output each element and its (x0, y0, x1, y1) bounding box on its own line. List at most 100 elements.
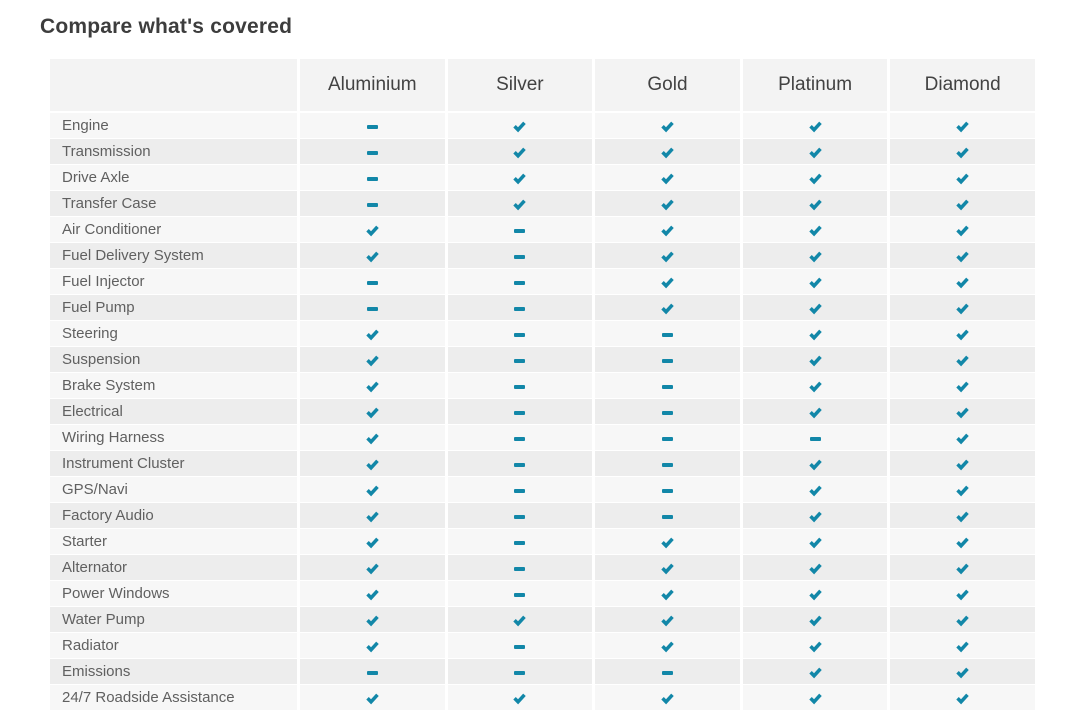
check-icon (366, 225, 379, 237)
coverage-cell-covered (595, 607, 740, 632)
table-row: Transfer Case (50, 191, 1035, 216)
dash-icon (366, 203, 378, 207)
check-icon (513, 121, 527, 133)
check-icon (956, 329, 969, 341)
dash-icon (661, 411, 673, 415)
check-icon (366, 433, 379, 445)
check-icon (956, 121, 969, 133)
check-icon (661, 121, 674, 133)
coverage-cell-covered (890, 555, 1035, 580)
coverage-cell-covered (890, 217, 1035, 242)
table-row: 24/7 Roadside Assistance (50, 685, 1035, 710)
coverage-cell-covered (742, 477, 888, 502)
coverage-cell-covered (890, 243, 1035, 268)
table-body: Engine Transmission Drive Axle Transfer Cas… (50, 113, 1035, 710)
coverage-cell-covered (447, 113, 593, 138)
coverage-cell-covered (447, 607, 593, 632)
coverage-cell-not-covered (300, 139, 445, 164)
coverage-cell-not-covered (447, 295, 593, 320)
dash-icon (661, 489, 673, 493)
table-row: Fuel Pump (50, 295, 1035, 320)
coverage-cell-covered (742, 373, 888, 398)
coverage-cell-covered (300, 321, 445, 346)
row-label: Fuel Injector (50, 269, 297, 294)
table-row: Starter (50, 529, 1035, 554)
coverage-cell-covered (890, 139, 1035, 164)
check-icon (366, 693, 379, 705)
header-feature-cell (50, 59, 297, 111)
coverage-cell-covered (742, 347, 888, 372)
column-header-platinum: Platinum (742, 59, 888, 111)
dash-icon (514, 671, 526, 675)
row-label: GPS/Navi (50, 477, 297, 502)
coverage-cell-not-covered (447, 555, 593, 580)
coverage-cell-covered (300, 633, 445, 658)
table-row: Suspension (50, 347, 1035, 372)
coverage-cell-not-covered (595, 399, 740, 424)
check-icon (808, 641, 822, 653)
column-header-gold: Gold (595, 59, 740, 111)
table-row: Drive Axle (50, 165, 1035, 190)
coverage-cell-not-covered (447, 633, 593, 658)
row-label: Electrical (50, 399, 297, 424)
row-label: Drive Axle (50, 165, 297, 190)
coverage-cell-not-covered (595, 477, 740, 502)
coverage-cell-covered (300, 425, 445, 450)
coverage-cell-covered (890, 347, 1035, 372)
coverage-cell-covered (890, 295, 1035, 320)
check-icon (956, 511, 969, 523)
column-header-diamond: Diamond (890, 59, 1035, 111)
coverage-cell-covered (890, 399, 1035, 424)
dash-icon (514, 359, 526, 363)
row-label: Emissions (50, 659, 297, 684)
coverage-cell-covered (890, 425, 1035, 450)
table-row: Emissions (50, 659, 1035, 684)
check-icon (661, 277, 674, 289)
check-icon (956, 485, 969, 497)
row-label: 24/7 Roadside Assistance (50, 685, 297, 710)
coverage-cell-covered (595, 243, 740, 268)
coverage-cell-covered (742, 399, 888, 424)
coverage-cell-not-covered (595, 425, 740, 450)
coverage-cell-not-covered (300, 113, 445, 138)
check-icon (661, 589, 674, 601)
coverage-cell-covered (300, 607, 445, 632)
dash-icon (514, 593, 526, 597)
table-row: Instrument Cluster (50, 451, 1035, 476)
column-header-silver: Silver (447, 59, 593, 111)
coverage-cell-covered (890, 451, 1035, 476)
check-icon (956, 459, 969, 471)
dash-icon (661, 359, 673, 363)
row-label: Engine (50, 113, 297, 138)
check-icon (661, 199, 674, 211)
dash-icon (366, 281, 378, 285)
coverage-cell-covered (742, 633, 888, 658)
coverage-cell-covered (447, 165, 593, 190)
row-label: Fuel Pump (50, 295, 297, 320)
coverage-cell-not-covered (447, 217, 593, 242)
check-icon (661, 615, 674, 627)
check-icon (513, 693, 527, 705)
coverage-cell-not-covered (300, 269, 445, 294)
check-icon (513, 173, 527, 185)
coverage-cell-not-covered (447, 503, 593, 528)
coverage-cell-covered (742, 191, 888, 216)
coverage-cell-covered (300, 529, 445, 554)
coverage-cell-covered (742, 581, 888, 606)
check-icon (366, 459, 379, 471)
coverage-cell-not-covered (447, 529, 593, 554)
check-icon (366, 511, 379, 523)
coverage-cell-covered (300, 217, 445, 242)
check-icon (808, 615, 822, 627)
dash-icon (514, 489, 526, 493)
check-icon (661, 303, 674, 315)
coverage-cell-covered (890, 503, 1035, 528)
dash-icon (514, 229, 526, 233)
coverage-cell-not-covered (300, 165, 445, 190)
check-icon (808, 459, 822, 471)
coverage-cell-covered (742, 139, 888, 164)
dash-icon (366, 177, 378, 181)
check-icon (956, 563, 969, 575)
check-icon (808, 485, 822, 497)
